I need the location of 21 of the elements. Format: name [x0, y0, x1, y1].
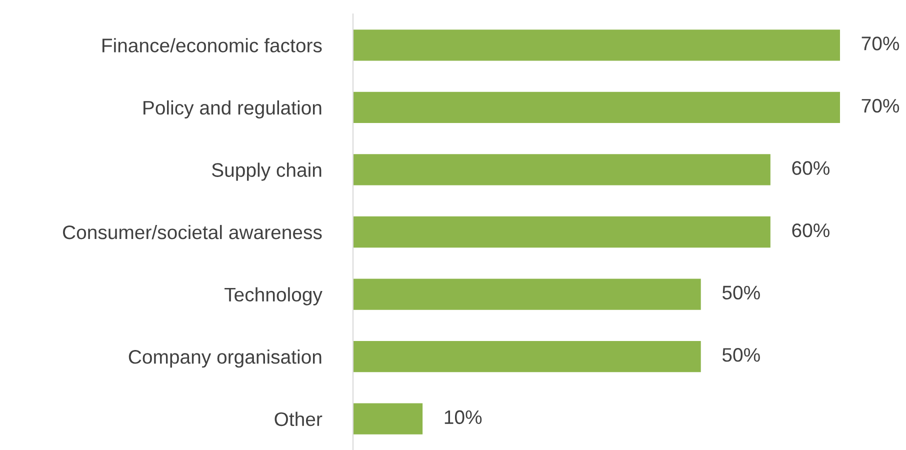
data-label: 70% — [862, 98, 900, 113]
data-label: 60% — [792, 223, 830, 238]
bar — [353, 154, 770, 186]
data-label: 50% — [722, 348, 760, 362]
y-tick-label: Policy and regulation — [144, 100, 322, 119]
y-tick-label: Other — [274, 412, 322, 426]
bar — [353, 216, 770, 248]
data-label: 70% — [862, 36, 900, 50]
bar — [353, 278, 701, 310]
y-tick-label: Finance/economic factors — [102, 38, 322, 52]
y-tick-label: Consumer/societal awareness — [62, 224, 322, 240]
bar — [353, 403, 423, 434]
y-tick-label: Company organisation — [128, 350, 322, 368]
bar — [353, 30, 840, 61]
y-tick-label: Supply chain — [212, 162, 322, 181]
data-label: 60% — [792, 161, 830, 175]
data-label: 10% — [444, 410, 482, 424]
bar — [353, 92, 840, 123]
data-label: 50% — [722, 286, 760, 300]
y-tick-label: Technology — [224, 287, 322, 306]
bar — [353, 341, 701, 372]
